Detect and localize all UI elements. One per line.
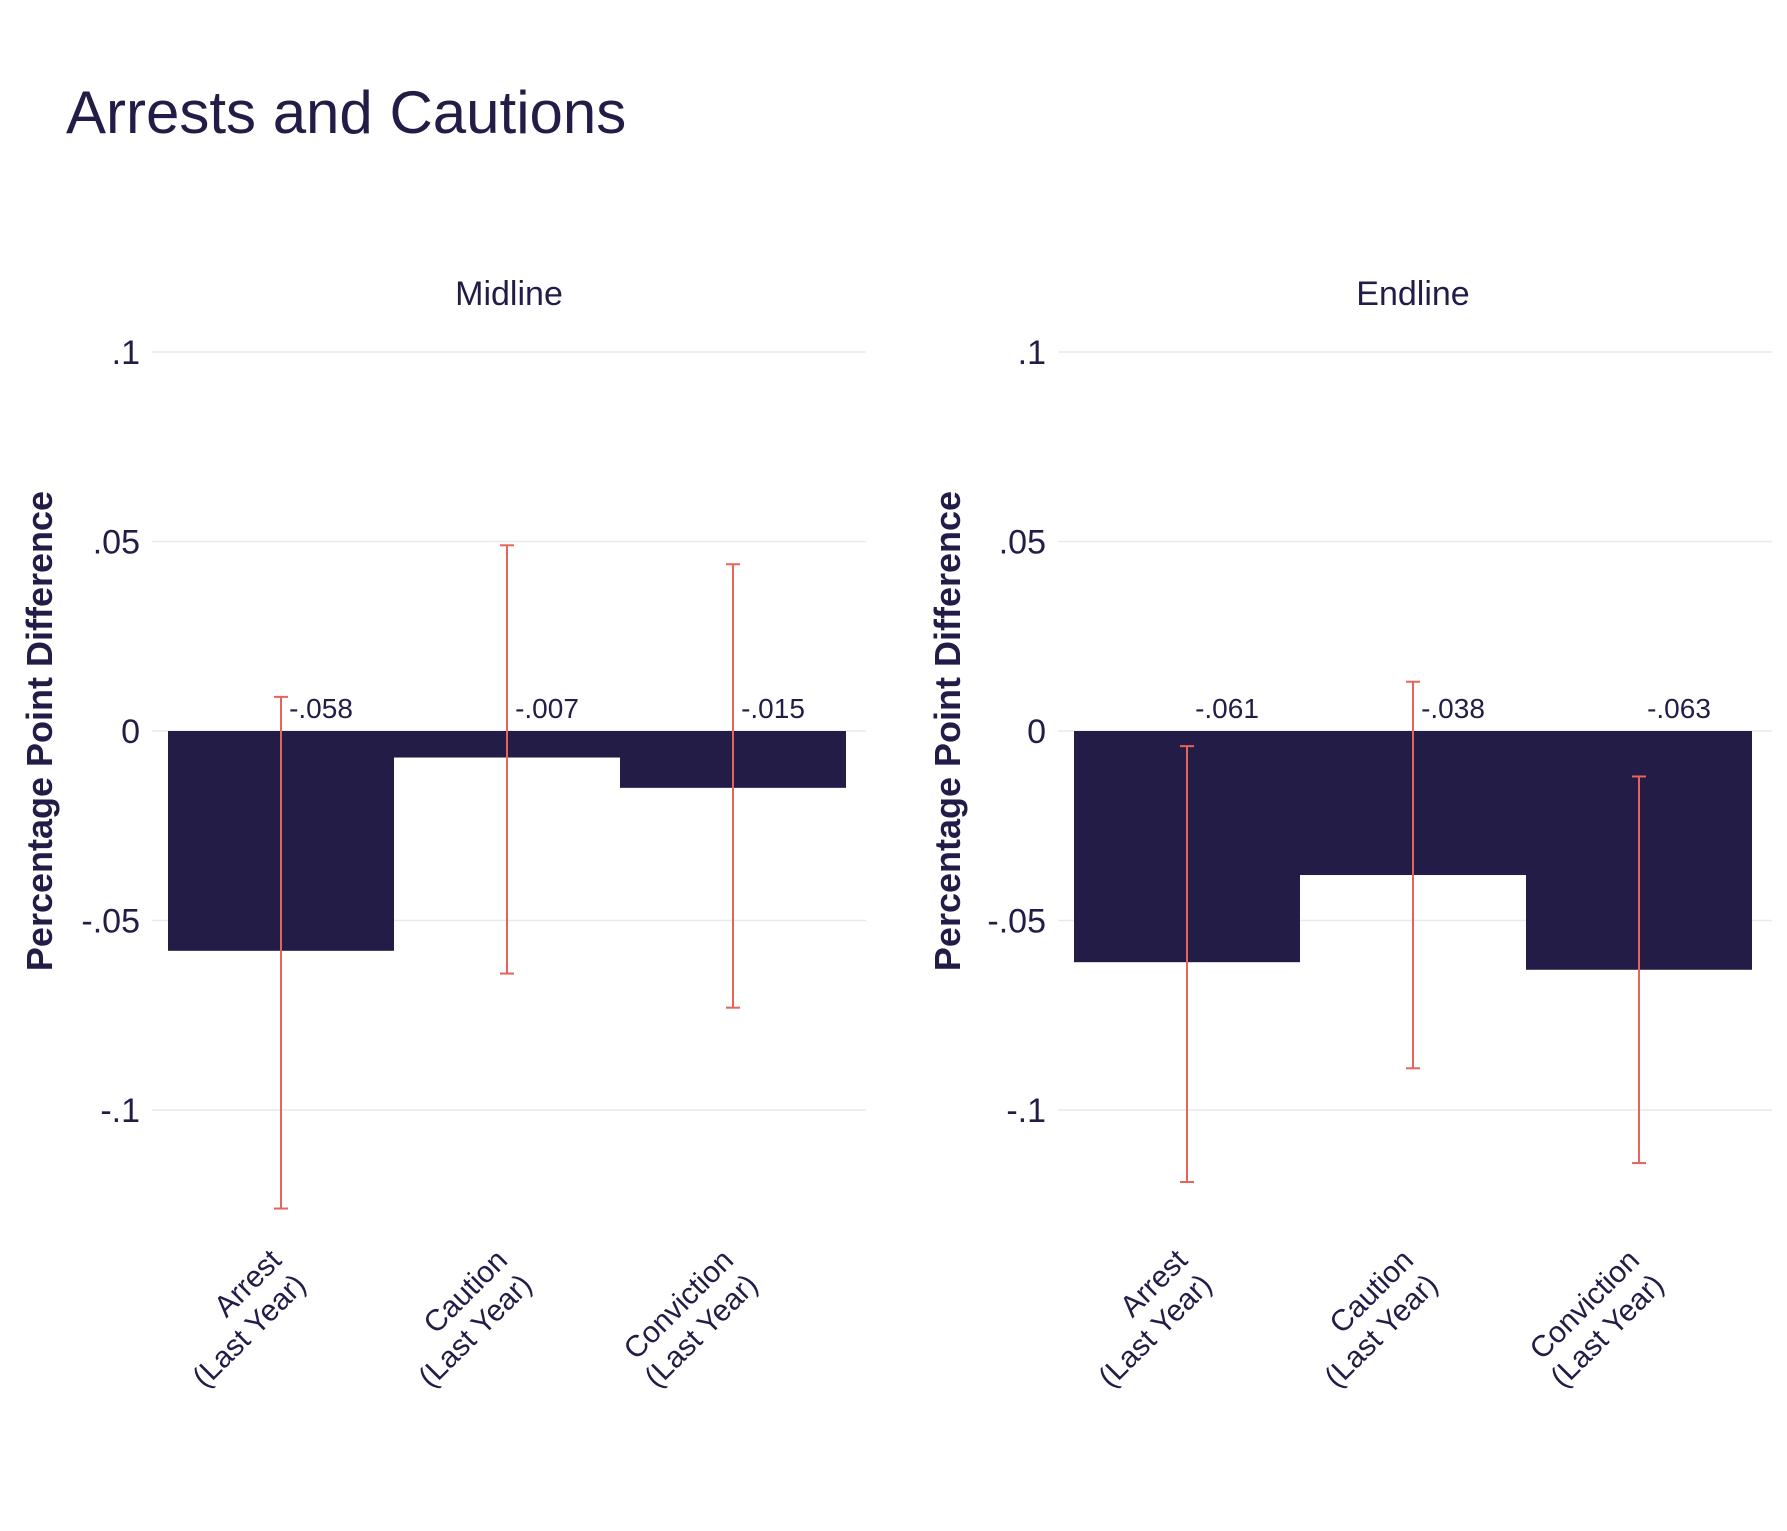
y-tick-label-endline: 0 xyxy=(1027,713,1046,751)
value-label-endline-1: -.038 xyxy=(1421,693,1485,724)
facet-title-endline: Endline xyxy=(1356,275,1469,313)
y-tick-label-midline: -.1 xyxy=(100,1092,140,1130)
value-label-midline-0: -.058 xyxy=(289,693,353,724)
x-category-label-midline-1: Caution(Last Year) xyxy=(388,1244,538,1394)
value-label-endline-2: -.063 xyxy=(1647,693,1711,724)
x-category-label-endline-2: Conviction(Last Year) xyxy=(1520,1244,1670,1394)
y-tick-label-midline: -.05 xyxy=(81,903,140,941)
y-tick-label-endline: -.1 xyxy=(1006,1092,1046,1130)
facet-title-midline: Midline xyxy=(455,275,563,313)
x-category-label-midline-0: Arrest(Last Year) xyxy=(162,1243,313,1394)
chart-title: Arrests and Cautions xyxy=(66,79,627,146)
y-tick-label-midline: .05 xyxy=(93,524,140,562)
value-label-midline-1: -.007 xyxy=(515,693,579,724)
value-label-endline-0: -.061 xyxy=(1195,693,1259,724)
x-category-label-endline-1: Caution(Last Year) xyxy=(1294,1244,1444,1394)
y-tick-label-endline: .1 xyxy=(1018,334,1046,372)
y-axis-title-midline: Percentage Point Difference xyxy=(19,491,60,971)
x-category-label-midline-2: Conviction(Last Year) xyxy=(614,1244,764,1394)
y-tick-label-midline: .1 xyxy=(112,334,140,372)
y-tick-label-midline: 0 xyxy=(121,713,140,751)
x-category-label-endline-0: Arrest(Last Year) xyxy=(1068,1243,1219,1394)
value-label-midline-2: -.015 xyxy=(741,693,805,724)
y-tick-label-endline: -.05 xyxy=(987,903,1046,941)
y-axis-title-endline: Percentage Point Difference xyxy=(927,491,968,971)
y-tick-label-endline: .05 xyxy=(999,524,1046,562)
